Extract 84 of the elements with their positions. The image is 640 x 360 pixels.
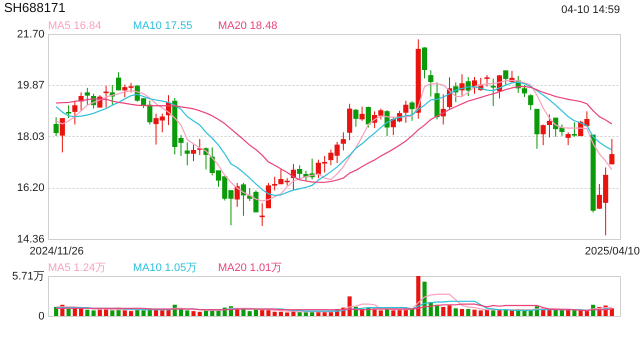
candlestick (340, 132, 346, 151)
candlestick (60, 118, 65, 153)
bar (248, 311, 252, 316)
bar (278, 312, 283, 316)
bar (198, 312, 202, 316)
bar (378, 310, 383, 316)
bar (285, 312, 290, 316)
candlestick (234, 182, 240, 208)
line-series (56, 303, 612, 311)
bar (304, 312, 308, 316)
text: MA20 18.48 (218, 20, 278, 32)
candlestick (104, 85, 109, 108)
bar (191, 311, 196, 316)
bar (472, 310, 477, 316)
candlestick (546, 114, 552, 138)
candlestick (72, 100, 78, 125)
candlestick (503, 70, 508, 86)
bar (128, 311, 134, 316)
candlestick (440, 94, 446, 125)
y-tick-label: 16.20 (16, 182, 44, 194)
chart-title: SH688171 (4, 0, 66, 15)
bar (160, 310, 164, 316)
y-tick-label: 18.03 (16, 131, 44, 143)
candlestick (484, 74, 490, 88)
bar (454, 308, 458, 316)
bar (254, 310, 258, 316)
bar (141, 310, 146, 316)
candlestick (428, 70, 434, 98)
candlestick (366, 106, 371, 128)
candlestick (116, 72, 122, 91)
bar (460, 308, 464, 316)
bar (572, 310, 576, 316)
bar (185, 310, 190, 316)
candlestick (353, 108, 358, 128)
candlestick (490, 78, 496, 107)
text: 04-10 14:59 (561, 4, 620, 16)
candlestick (609, 138, 614, 164)
bar (122, 310, 127, 316)
candlestick (403, 100, 408, 124)
y-tick-label: 5.71万 (12, 270, 44, 282)
candlestick (272, 176, 278, 191)
bar (491, 310, 496, 316)
bar (241, 308, 246, 316)
candlestick (528, 94, 534, 110)
candlestick (540, 124, 546, 146)
y-tick-label: 21.70 (16, 28, 44, 40)
candlestick (422, 46, 428, 79)
candlestick (184, 142, 190, 166)
y-tick-label: 0 (38, 310, 44, 322)
text: MA10 1.05万 (133, 262, 198, 274)
candlestick (66, 104, 72, 119)
bar (478, 310, 483, 316)
bar (272, 312, 277, 316)
candlestick (297, 164, 302, 181)
candlestick (347, 103, 352, 141)
bar (85, 310, 90, 316)
bar (372, 310, 377, 316)
text: MA10 17.55 (133, 20, 192, 32)
x-tick-label: 2025/04/10 (584, 246, 640, 258)
candlestick (409, 100, 415, 122)
bar (441, 306, 446, 316)
bar (92, 310, 96, 316)
candlestick (54, 116, 59, 136)
bar (110, 310, 114, 316)
y-tick-label: 19.87 (16, 80, 44, 92)
bar (560, 310, 564, 316)
candlestick (360, 106, 365, 122)
text: MA20 1.01万 (218, 262, 282, 274)
candlestick (572, 122, 577, 138)
candlestick (190, 144, 196, 162)
y-tick-label: 14.36 (16, 234, 44, 246)
candlestick (84, 87, 90, 106)
bar (584, 311, 589, 316)
candlestick (566, 132, 571, 146)
x-tick-label: 2024/11/26 (29, 246, 84, 258)
bar (98, 310, 102, 316)
candlestick (260, 202, 265, 226)
bar (66, 308, 71, 316)
bar (447, 305, 452, 316)
bar (391, 310, 396, 316)
bar (466, 308, 470, 316)
text: MA5 16.84 (48, 20, 102, 32)
bar (178, 308, 184, 316)
text: MA5 1.24万 (48, 262, 106, 274)
